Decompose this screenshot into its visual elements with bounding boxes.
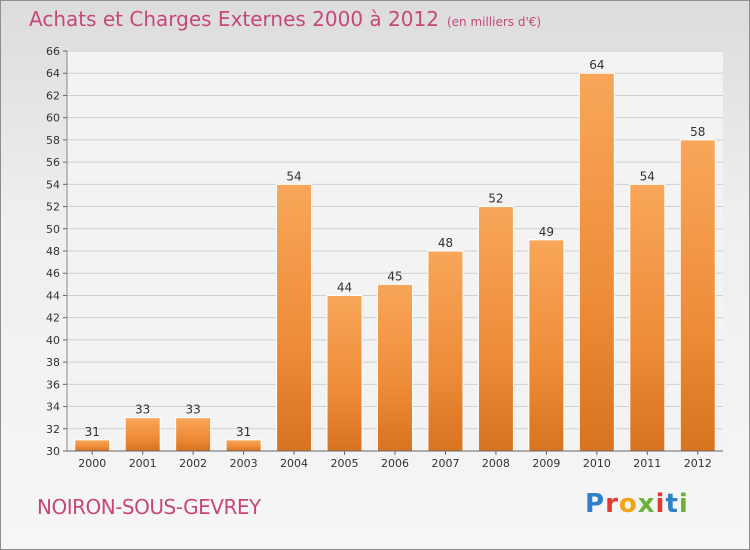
logo-letter: x (637, 489, 656, 519)
y-tick-label: 48 (46, 245, 60, 258)
x-tick-label: 2012 (684, 457, 712, 470)
proxiti-logo: Proxiti (585, 489, 689, 519)
commune-name: NOIRON-SOUS-GEVREY (37, 495, 261, 519)
x-tick-label: 2008 (482, 457, 510, 470)
y-tick-label: 62 (46, 89, 60, 102)
bar-2012 (679, 139, 716, 452)
bar-value-label: 64 (589, 58, 604, 72)
x-tick-label: 2005 (331, 457, 359, 470)
bar-2011 (629, 183, 666, 452)
y-tick-label: 60 (46, 112, 60, 125)
y-tick-label: 30 (46, 445, 60, 458)
bar-value-label: 49 (539, 225, 554, 239)
x-tick-label: 2011 (633, 457, 661, 470)
bar-value-label: 54 (640, 169, 655, 183)
bar-2001 (124, 417, 161, 452)
chart-title: Achats et Charges Externes 2000 à 2012 (e… (29, 7, 541, 31)
bar-value-label: 54 (286, 169, 301, 183)
x-tick-label: 2000 (78, 457, 106, 470)
y-axis: 30 32 34 36 38 40 42 44 46 48 50 52 54 56 58 60 62 64 66 (46, 45, 68, 458)
x-tick-label: 2002 (179, 457, 207, 470)
x-tick-label: 2009 (532, 457, 560, 470)
bar-2000 (74, 439, 111, 452)
y-tick-label: 50 (46, 223, 60, 236)
bar-2007 (427, 250, 464, 452)
y-tick-label: 66 (46, 45, 60, 58)
bar-2009 (528, 239, 565, 452)
x-tick-label: 2007 (431, 457, 459, 470)
bar-value-label: 45 (387, 269, 402, 283)
logo-letter: r (605, 489, 619, 519)
logo-letter: i (655, 489, 666, 519)
bar-2003 (225, 439, 262, 452)
bar-2010 (578, 72, 615, 452)
bar-value-label: 33 (186, 403, 201, 417)
bar-value-label: 58 (690, 125, 705, 139)
logo-letter: o (618, 489, 638, 519)
bar-value-label: 33 (135, 403, 150, 417)
y-tick-label: 42 (46, 312, 60, 325)
y-tick-label: 34 (46, 401, 60, 414)
y-tick-label: 38 (46, 356, 60, 369)
logo-letter: t (665, 489, 679, 519)
y-tick-label: 46 (46, 267, 60, 280)
bar-2004 (276, 183, 313, 452)
y-tick-label: 56 (46, 156, 60, 169)
logo-letter: P (585, 489, 606, 519)
bar-value-label: 31 (85, 425, 100, 439)
y-tick-label: 64 (46, 67, 60, 80)
y-tick-label: 36 (46, 378, 60, 391)
bar-2002 (175, 417, 212, 452)
x-tick-label: 2003 (230, 457, 258, 470)
y-tick-label: 32 (46, 423, 60, 436)
bar-2008 (477, 206, 514, 452)
chart-title-main: Achats et Charges Externes 2000 à 2012 (29, 7, 439, 31)
y-tick-label: 40 (46, 334, 60, 347)
x-tick-label: 2010 (583, 457, 611, 470)
x-axis: 2000 2001 2002 2003 2004 2005 2006 2007 2008 2009… (67, 450, 723, 470)
x-tick-label: 2001 (129, 457, 157, 470)
bar-value-label: 31 (236, 425, 251, 439)
bar-2005 (326, 294, 363, 452)
y-tick-label: 54 (46, 178, 60, 191)
y-tick-label: 58 (46, 134, 60, 147)
y-tick-label: 44 (46, 289, 60, 302)
y-tick-label: 52 (46, 201, 60, 214)
bar-value-label: 48 (438, 236, 453, 250)
logo-letter: i (678, 489, 689, 519)
chart-subtitle: (en milliers d'€) (446, 15, 542, 29)
bar-value-label: 44 (337, 280, 352, 294)
bars: 31 33 33 31 54 44 45 48 52 49 64 54 58 (74, 58, 716, 452)
x-tick-label: 2004 (280, 457, 308, 470)
bar-2006 (377, 283, 413, 452)
x-tick-label: 2006 (381, 457, 409, 470)
bar-value-label: 52 (488, 192, 503, 206)
